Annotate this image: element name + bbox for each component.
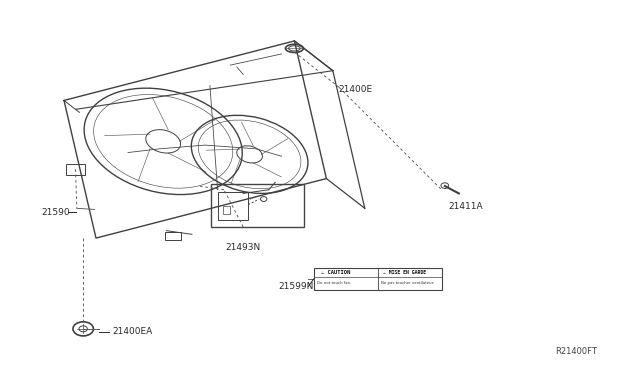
Text: 21400E: 21400E: [338, 85, 372, 94]
Text: 21590: 21590: [42, 208, 70, 217]
Text: Ne pas toucher ventilateur.: Ne pas toucher ventilateur.: [381, 282, 434, 285]
Text: R21400FT: R21400FT: [555, 347, 597, 356]
Bar: [66, 164, 85, 175]
Text: 21400EA: 21400EA: [112, 327, 152, 336]
Bar: [165, 232, 181, 240]
Text: ⚠ MISE EN GARDE: ⚠ MISE EN GARDE: [383, 270, 426, 275]
Text: ⚠ CAUTION: ⚠ CAUTION: [321, 270, 351, 275]
Text: 21599N: 21599N: [278, 282, 314, 291]
Text: Do not touch fan.: Do not touch fan.: [317, 282, 351, 285]
Text: 21493N: 21493N: [225, 243, 261, 252]
Bar: [218, 192, 248, 220]
Text: 21411A: 21411A: [448, 202, 483, 211]
Bar: [211, 184, 304, 227]
Bar: [314, 268, 442, 290]
Bar: [223, 206, 230, 214]
